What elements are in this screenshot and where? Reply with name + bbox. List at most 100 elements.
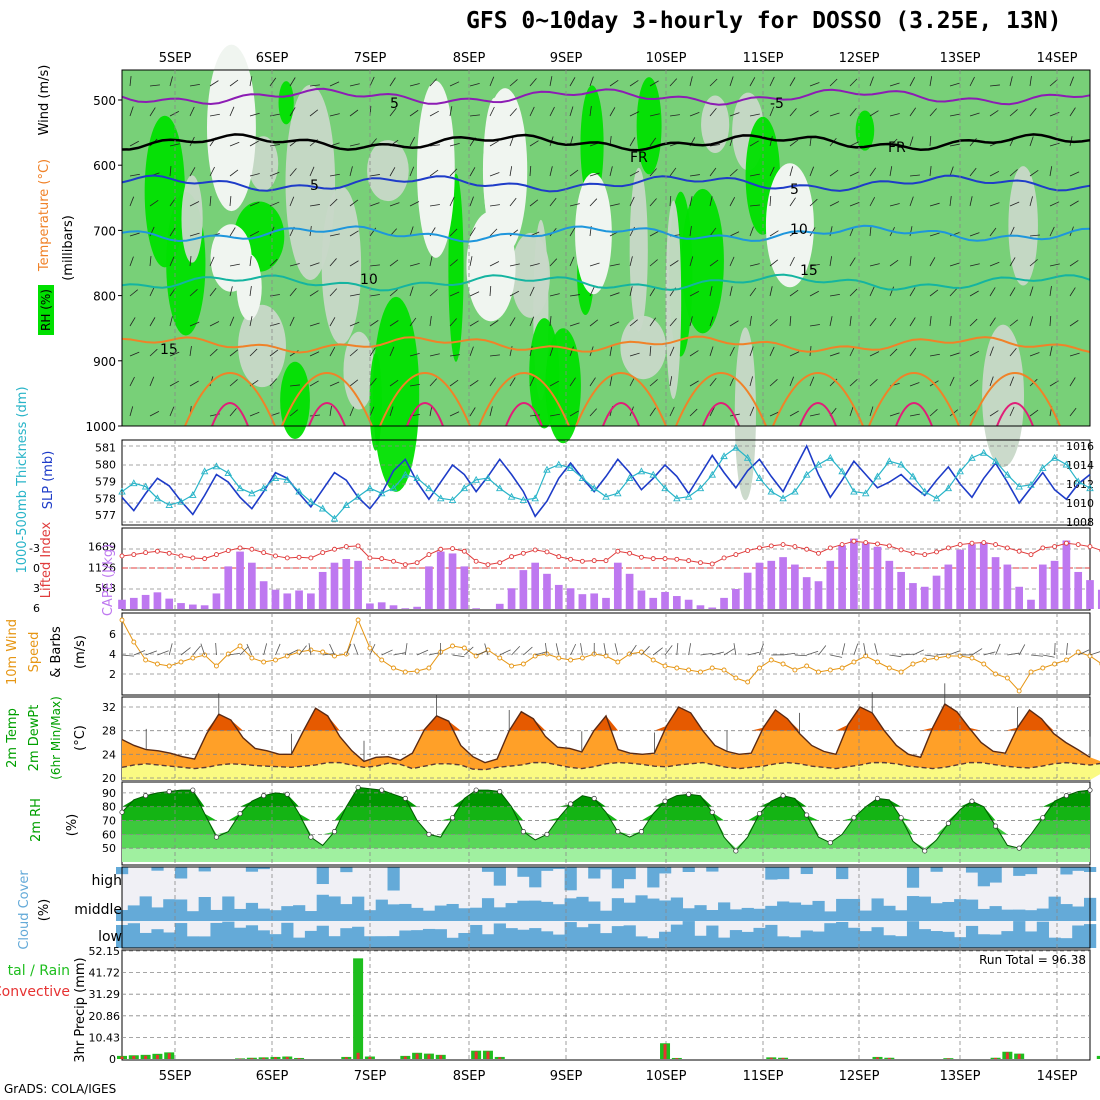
wind-barb <box>929 202 940 207</box>
isotherm-hot <box>602 402 640 427</box>
wind-point <box>284 653 290 659</box>
cloud-cell <box>198 936 211 948</box>
contour-label: 15 <box>800 263 818 279</box>
wind-barb <box>429 78 438 87</box>
cloud-cell <box>977 867 990 887</box>
wind-barb <box>529 316 535 327</box>
cloud-cell <box>387 936 400 948</box>
cloud-cell <box>706 867 719 872</box>
cloud-cell <box>387 904 400 921</box>
wind-barb <box>609 203 620 207</box>
cape-bar <box>720 597 728 609</box>
wind-barb <box>329 381 340 387</box>
y-tick-rh: 60 <box>102 828 116 841</box>
cloud-cell <box>1013 867 1026 876</box>
wind-point <box>1004 675 1010 681</box>
precip-convective-bar <box>439 1055 443 1059</box>
cloud-cell <box>1013 921 1026 948</box>
precip-convective-bar <box>1017 1054 1021 1059</box>
wind-barb <box>709 346 714 357</box>
contour-label: 5 <box>310 178 319 194</box>
wind-barb <box>809 166 815 177</box>
cloud-cell <box>175 899 188 921</box>
y-axis-label-precip: 3hr Precip (mm) <box>73 957 88 1062</box>
cloud-cell <box>458 908 471 921</box>
thickness-point <box>271 474 280 482</box>
wind-barb <box>769 166 775 177</box>
rh-point <box>969 798 975 804</box>
wind-barb <box>969 167 977 177</box>
wind-barb <box>389 289 398 297</box>
cape-bar <box>389 605 398 609</box>
wind-barb <box>1029 409 1039 417</box>
wind-barb-10m <box>912 649 924 656</box>
wind-barb <box>949 143 960 147</box>
wind-barb <box>869 226 872 237</box>
li-point <box>1063 540 1069 546</box>
cloud-cell <box>812 931 825 948</box>
wind-barb-10m <box>484 643 489 656</box>
isotherm-surface <box>478 372 570 427</box>
li-point <box>662 556 668 562</box>
cloud-cell <box>706 910 719 921</box>
precip-convective-bar <box>994 1057 998 1059</box>
wind-barb <box>749 287 757 297</box>
cape-bar <box>200 605 209 609</box>
wind-barb <box>629 319 638 327</box>
wind-barb <box>889 82 900 87</box>
wind-barb <box>749 140 759 147</box>
li-point <box>875 541 880 547</box>
precip-convective-bar <box>155 1054 159 1059</box>
wind-barb-10m <box>853 643 859 656</box>
cape-bar <box>838 545 846 609</box>
cloud-cell <box>210 922 223 948</box>
wind-barb <box>369 320 379 327</box>
wind-point <box>981 661 987 667</box>
rh-point <box>119 809 125 815</box>
wind-point <box>261 659 267 665</box>
wind-barb-10m <box>712 651 724 656</box>
wind-barb <box>549 106 555 117</box>
cape-bar <box>495 603 504 609</box>
cloud-cell <box>470 924 483 948</box>
wind-barb <box>829 293 840 297</box>
y-tick-thickness: 579 <box>95 475 116 488</box>
rh-point <box>520 829 526 835</box>
thickness-point <box>850 487 858 495</box>
wind-point <box>556 655 562 661</box>
cloud-cell <box>387 867 400 891</box>
wind-barb <box>669 406 675 417</box>
cape-bar <box>696 605 705 609</box>
isotherm-surface <box>772 372 864 427</box>
thickness-point <box>684 492 693 500</box>
wind-barb <box>389 107 397 117</box>
rh-point <box>827 840 833 846</box>
cape-bar <box>1027 599 1035 609</box>
thickness-point <box>472 475 480 483</box>
cloud-cell <box>777 936 790 948</box>
rh-region <box>1008 166 1038 286</box>
y-tick-slp: 1014 <box>1066 459 1094 472</box>
thickness-point <box>519 496 528 503</box>
wind-barb <box>249 173 260 177</box>
wind-barb-10m <box>783 652 796 656</box>
rh-point <box>922 848 928 854</box>
wind-barb <box>569 346 574 357</box>
wind-barb <box>1049 166 1053 177</box>
wind-barb <box>589 377 596 387</box>
wind-barb <box>989 376 994 387</box>
cloud-cell <box>245 925 259 948</box>
cloud-cell <box>564 898 577 921</box>
wind-barb <box>929 409 938 417</box>
thickness-point <box>448 496 457 503</box>
cloud-cell <box>965 925 979 948</box>
cloud-cell <box>163 932 176 948</box>
cape-bar <box>413 606 421 609</box>
cloud-cell <box>859 931 872 948</box>
isotherm-hot <box>211 402 249 427</box>
wind-barb <box>269 171 280 177</box>
y-tick-slp: 1010 <box>1066 497 1094 510</box>
wind-barb <box>1029 136 1034 147</box>
wind-barb-10m <box>1042 654 1055 658</box>
cloud-cell <box>257 908 270 921</box>
